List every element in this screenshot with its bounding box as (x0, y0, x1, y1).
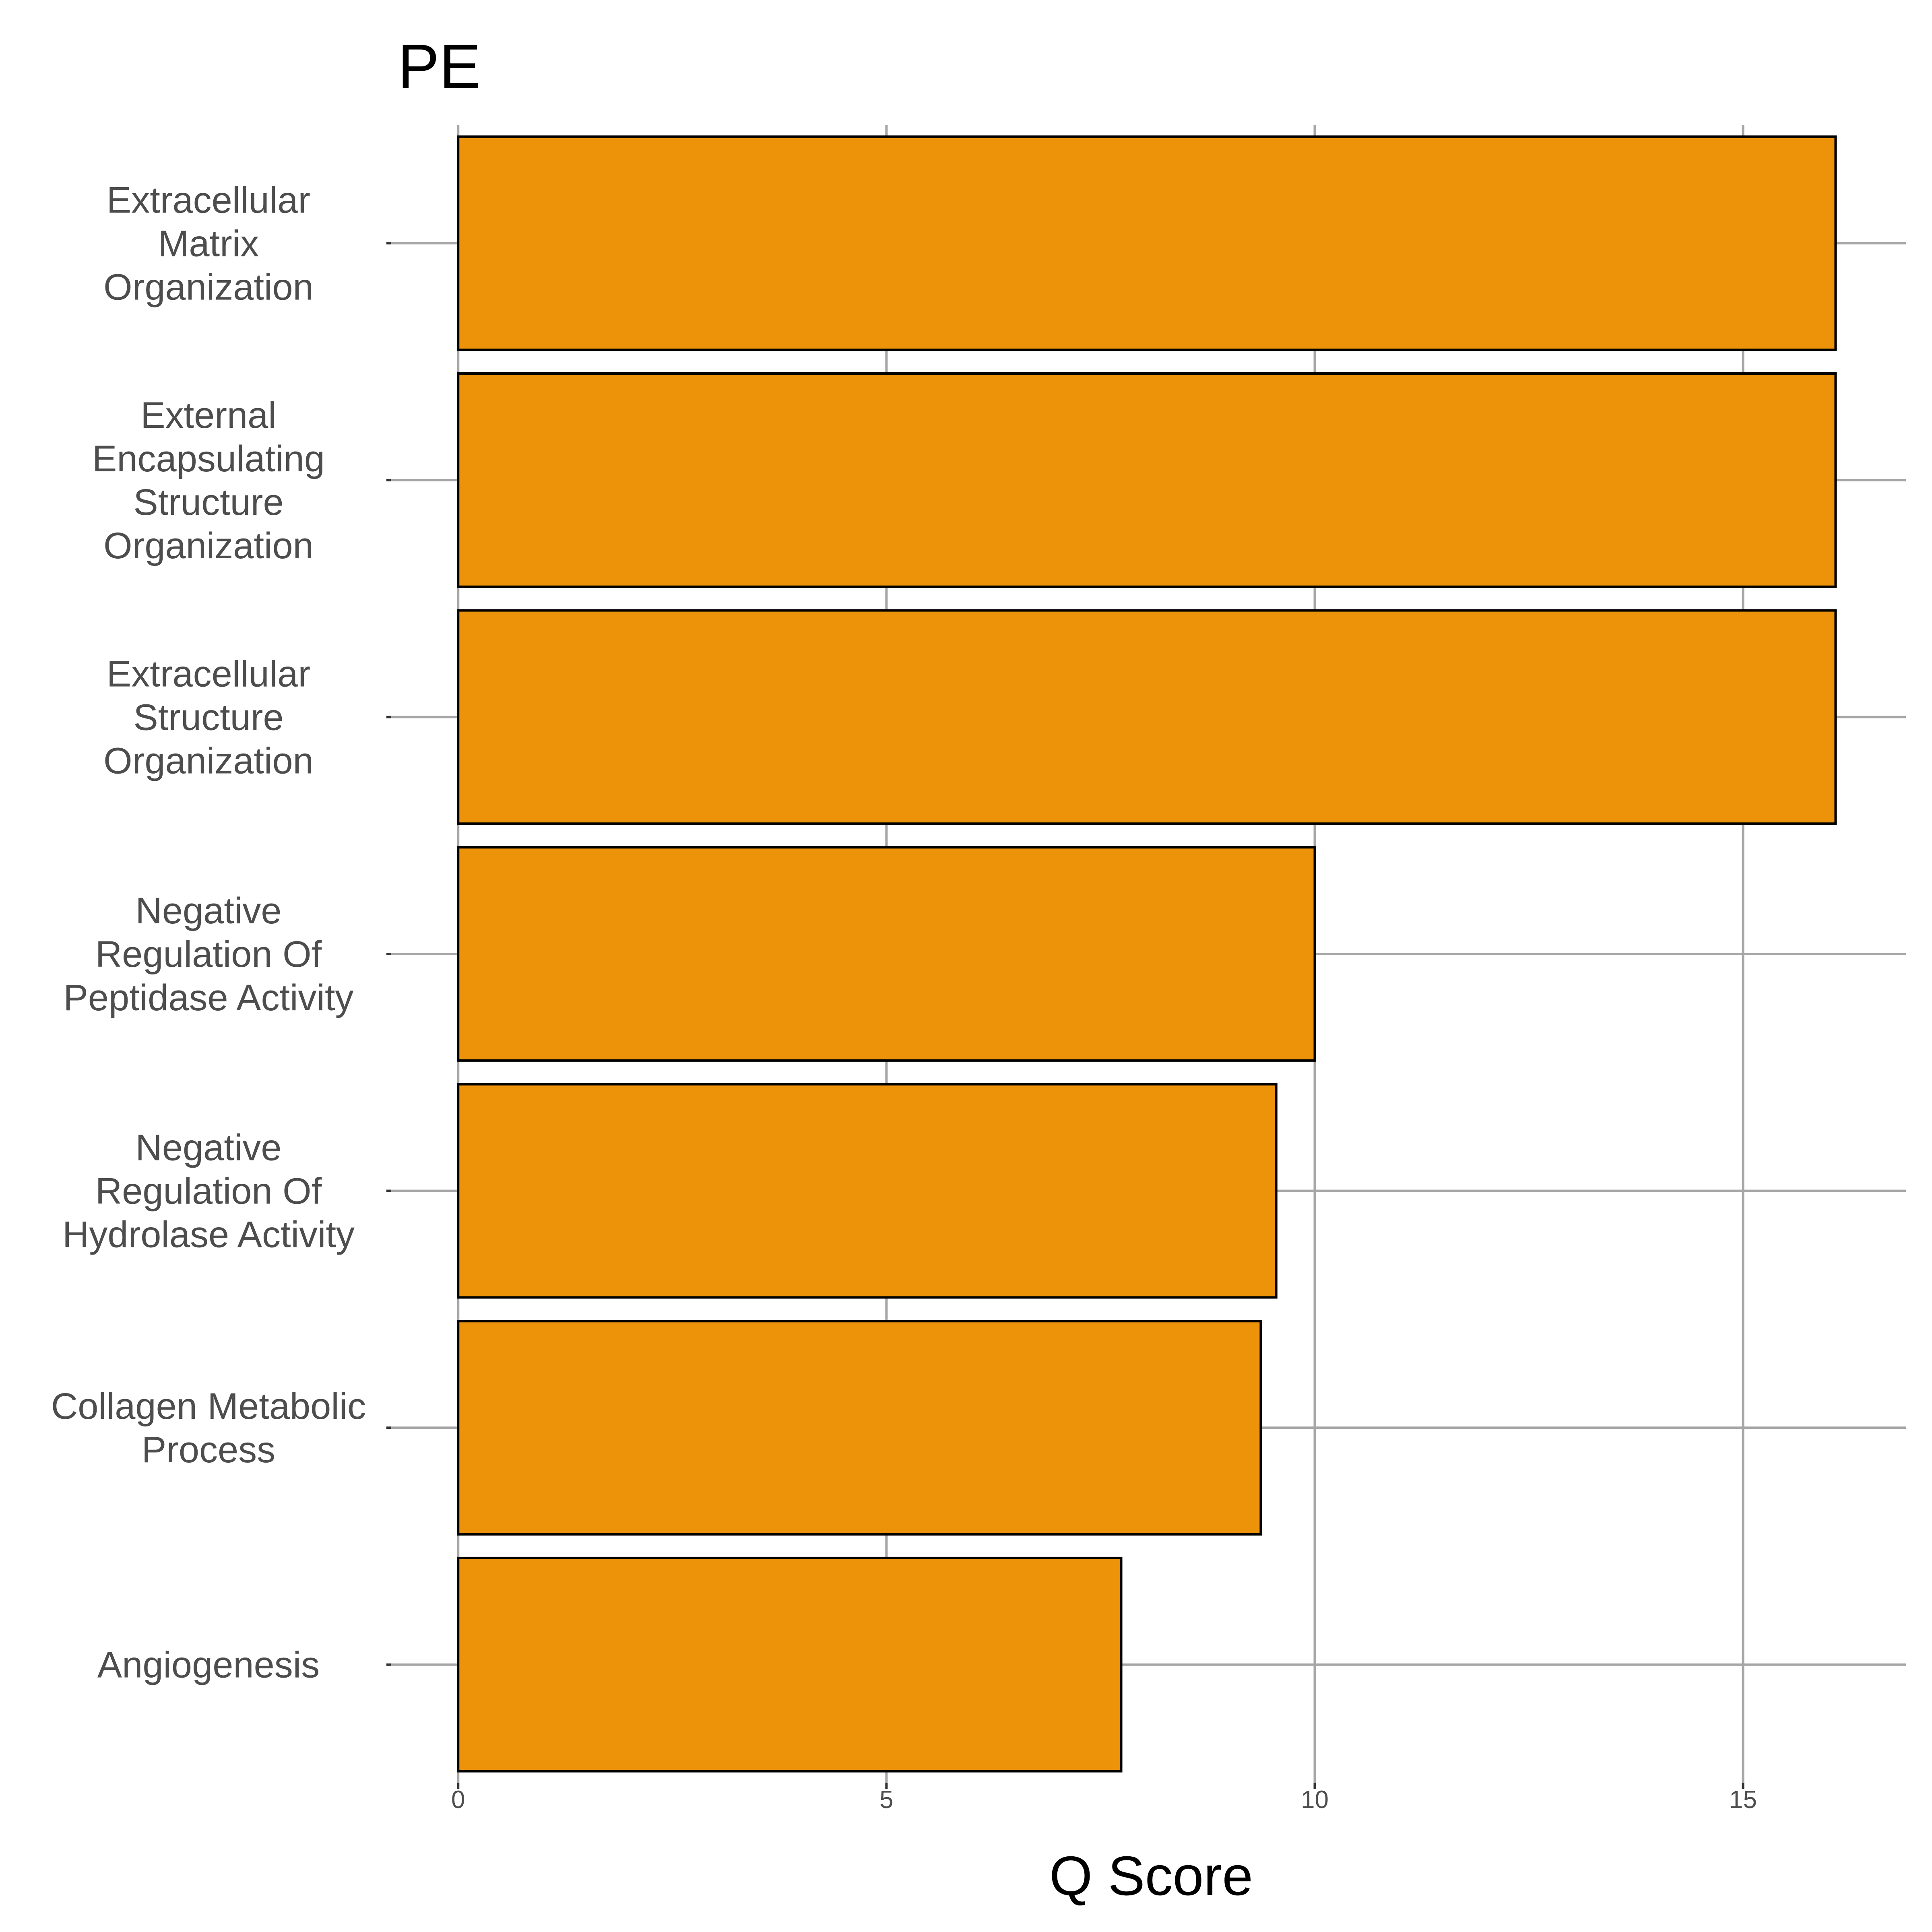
x-tick-label: 0 (451, 1786, 465, 1814)
y-tick-label: Negative Regulation Of Hydrolase Activity (62, 1127, 355, 1255)
bar-3 (457, 846, 1316, 1062)
bar-6 (457, 1556, 1123, 1773)
y-tick-label: External Encapsulating Structure Organizati… (92, 395, 325, 566)
y-tick-label: Extracellular Matrix Organization (103, 180, 314, 308)
bar-0 (457, 135, 1837, 351)
bar-2 (457, 609, 1837, 825)
y-tick-label: Angiogenesis (97, 1645, 320, 1686)
chart-title: PE (398, 31, 481, 101)
y-tick-label: Negative Regulation Of Peptidase Activity (63, 890, 353, 1018)
bar-4 (457, 1083, 1278, 1299)
x-axis-tick-labels: 0 5 10 15 (451, 1786, 1757, 1814)
x-tick-label: 15 (1729, 1786, 1757, 1814)
y-axis-tick-labels: Extracellular Matrix Organization External E… (51, 180, 366, 1685)
x-axis-label: Q Score (1049, 1845, 1253, 1907)
x-tick-label: 10 (1301, 1786, 1329, 1814)
bars (457, 135, 1837, 1773)
x-tick-label: 5 (879, 1786, 893, 1814)
bar-1 (457, 372, 1837, 588)
y-tick-label: Extracellular Structure Organization (103, 653, 314, 781)
bar-5 (457, 1320, 1262, 1536)
y-tick-label: Collagen Metabolic Process (51, 1386, 366, 1470)
